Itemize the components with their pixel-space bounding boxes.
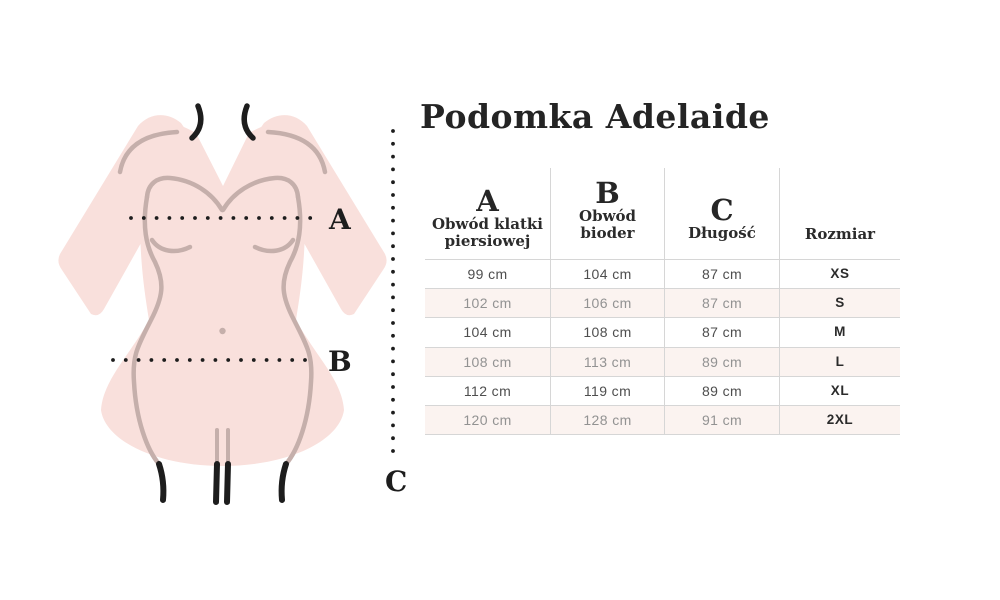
column-header-chest: A Obwód klatki piersiowej [425, 168, 551, 260]
size-table: A Obwód klatki piersiowej B Obwód bioder… [425, 168, 900, 436]
measure-label-c: C [385, 465, 407, 498]
column-label-chest: Obwód klatki piersiowej [431, 215, 543, 250]
tie-tail-right [278, 461, 289, 503]
cell-size: M [780, 318, 900, 348]
cell-chest: 104 cm [425, 318, 551, 348]
cell-size: S [780, 289, 900, 319]
cell-chest: 112 cm [425, 376, 551, 406]
cell-length: 87 cm [665, 289, 780, 319]
underbust-right [252, 237, 296, 254]
cell-hips: 113 cm [551, 347, 665, 377]
cell-size: XL [780, 376, 900, 406]
page-title: Podomka Adelaide [420, 97, 770, 136]
measure-label-b: B [328, 345, 352, 378]
column-label-length: Długość [688, 224, 756, 242]
column-header-size: Rozmiar [780, 168, 900, 260]
column-header-hips: B Obwód bioder [551, 168, 665, 260]
cell-size: XS [780, 260, 900, 290]
hanger-hook-right [241, 103, 256, 141]
measure-label-a: A [328, 203, 352, 236]
cell-length: 89 cm [665, 376, 780, 406]
cell-hips: 119 cm [551, 376, 665, 406]
tie-tail-left [156, 461, 167, 503]
hanger-hook-left [189, 103, 204, 141]
cell-length: 87 cm [665, 260, 780, 290]
cell-hips: 128 cm [551, 405, 665, 436]
left-side-seam [131, 194, 164, 467]
left-shoulder-seam [117, 129, 180, 175]
right-shoulder-seam [265, 129, 328, 175]
belly-button-dot [219, 327, 226, 335]
cell-chest: 99 cm [425, 260, 551, 290]
cell-hips: 108 cm [551, 318, 665, 348]
garment-body [101, 121, 344, 467]
cell-chest: 108 cm [425, 347, 551, 377]
right-side-seam [281, 194, 314, 467]
cell-hips: 104 cm [551, 260, 665, 290]
underbust-left [149, 237, 193, 254]
cell-size: L [780, 347, 900, 377]
cell-chest: 102 cm [425, 289, 551, 319]
column-letter-b: B [595, 176, 620, 210]
cell-chest: 120 cm [425, 405, 551, 436]
tie-tail-center-left [213, 461, 220, 505]
column-header-length: C Długość [665, 168, 780, 260]
column-label-hips: Obwód bioder [579, 207, 636, 242]
cell-length: 87 cm [665, 318, 780, 348]
cell-length: 89 cm [665, 347, 780, 377]
cell-size: 2XL [780, 405, 900, 436]
neckline-right-cup [220, 175, 301, 213]
garment-illustration: A B C [58, 103, 407, 505]
column-letter-a: A [476, 184, 499, 218]
cell-hips: 106 cm [551, 289, 665, 319]
cell-length: 91 cm [665, 405, 780, 436]
tie-tail-center-right [224, 461, 231, 505]
neckline-left-cup [144, 175, 225, 213]
column-label-size: Rozmiar [804, 225, 876, 243]
column-letter-c: C [710, 193, 734, 227]
